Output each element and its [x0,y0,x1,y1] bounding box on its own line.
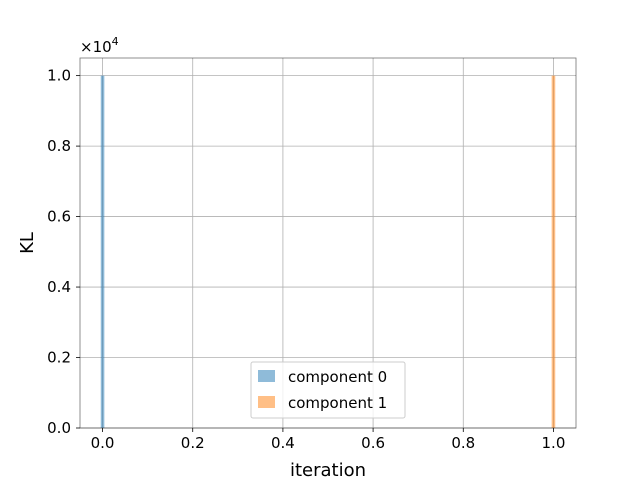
y-scale-offset: ×104 [80,35,119,56]
plot-area-frame [79,57,577,429]
y-ticks-layer: 0.0 0.2 0.4 0.6 0.8 1.0 [47,67,80,437]
y-scale-offset-base: ×10 [80,38,112,56]
legend-swatch-component-0 [258,370,275,382]
y-scale-offset-exponent: 4 [112,35,119,48]
bars-layer [100,75,556,428]
x-tick-label-1: 0.2 [181,434,205,452]
bar-component-0-0 [100,75,105,428]
legend: component 0 component 1 [250,361,406,419]
x-tick-label-0: 0.0 [91,434,115,452]
y-tick-label-3: 0.6 [47,208,71,226]
x-ticks-layer: 0.0 0.2 0.4 0.6 0.8 1.0 [91,428,566,452]
x-tick-label-4: 0.8 [451,434,475,452]
legend-label-component-0: component 0 [288,368,387,386]
legend-swatch-component-1 [258,396,275,408]
y-tick-label-5: 1.0 [47,67,71,85]
legend-label-component-1: component 1 [288,394,387,412]
bar-component-1-0 [551,75,556,428]
x-tick-label-5: 1.0 [542,434,566,452]
y-tick-label-2: 0.4 [47,278,71,296]
x-axis-label: iteration [290,460,366,480]
y-tick-label-4: 0.8 [47,137,71,155]
y-tick-label-0: 0.0 [47,419,71,437]
x-tick-label-2: 0.4 [271,434,295,452]
x-tick-label-3: 0.6 [361,434,385,452]
y-tick-label-1: 0.2 [47,349,71,367]
legend-frame [250,361,406,419]
y-axis-label: KL [17,232,38,254]
